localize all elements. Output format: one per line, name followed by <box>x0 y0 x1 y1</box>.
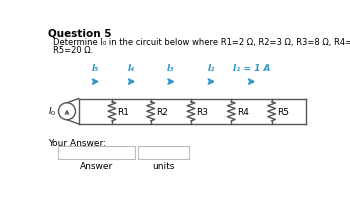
Text: I₃: I₃ <box>167 64 175 73</box>
Text: R3: R3 <box>196 107 209 116</box>
Text: R5=20 Ω.: R5=20 Ω. <box>53 45 93 54</box>
Text: $I_0$: $I_0$ <box>48 105 56 118</box>
Text: Determine I₀ in the circuit below where R1=2 Ω, R2=3 Ω, R3=8 Ω, R4=10 Ω, and: Determine I₀ in the circuit below where … <box>53 38 350 47</box>
Text: R2: R2 <box>156 107 168 116</box>
Bar <box>58 146 135 159</box>
Text: I₂: I₂ <box>208 64 215 73</box>
Text: R1: R1 <box>117 107 130 116</box>
Text: I₁ = 1 A: I₁ = 1 A <box>233 64 270 73</box>
Text: Your Answer:: Your Answer: <box>48 138 106 147</box>
Text: I₅: I₅ <box>92 64 99 73</box>
Text: Question 5: Question 5 <box>48 29 111 39</box>
Text: units: units <box>152 161 174 170</box>
Text: R4: R4 <box>237 107 248 116</box>
Text: R5: R5 <box>277 107 289 116</box>
Text: Answer: Answer <box>80 161 113 170</box>
Bar <box>138 146 189 159</box>
Text: I₄: I₄ <box>128 64 135 73</box>
